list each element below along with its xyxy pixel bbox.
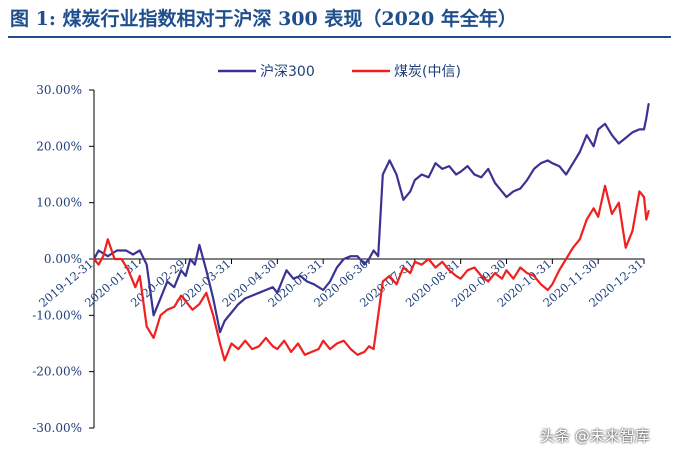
legend-label: 煤炭(中信) xyxy=(394,64,461,80)
series-line-hs300 xyxy=(92,102,650,334)
x-axis-ticks: 2019-12-312020-01-312020-02-292020-03-31… xyxy=(36,257,646,310)
y-axis-ticks: 30.00% 20.00% 10.00% 0.00% -10.00% -20.00% -30… xyxy=(32,83,94,435)
y-tick-label: 20.00% xyxy=(36,139,82,153)
series-group xyxy=(92,102,650,362)
watermark: 头条 @未来智库 xyxy=(540,427,650,445)
series-line-coal xyxy=(92,184,650,362)
y-tick-label: -30.00% xyxy=(32,421,82,435)
y-tick-label: 10.00% xyxy=(36,196,82,210)
y-tick-label: 0.00% xyxy=(44,252,82,266)
y-tick-label: 30.00% xyxy=(36,83,82,97)
y-tick-label: -20.00% xyxy=(32,365,82,379)
title-rule xyxy=(8,36,671,38)
y-tick-label: -10.00% xyxy=(32,308,82,322)
figure-title: 图 1: 煤炭行业指数相对于沪深 300 表现（2020 年全年） xyxy=(10,8,517,30)
legend: 沪深300 煤炭(中信) xyxy=(218,64,461,80)
legend-label: 沪深300 xyxy=(260,64,315,80)
line-chart: 30.00% 20.00% 10.00% 0.00% -10.00% -20.00% -30… xyxy=(32,64,650,435)
